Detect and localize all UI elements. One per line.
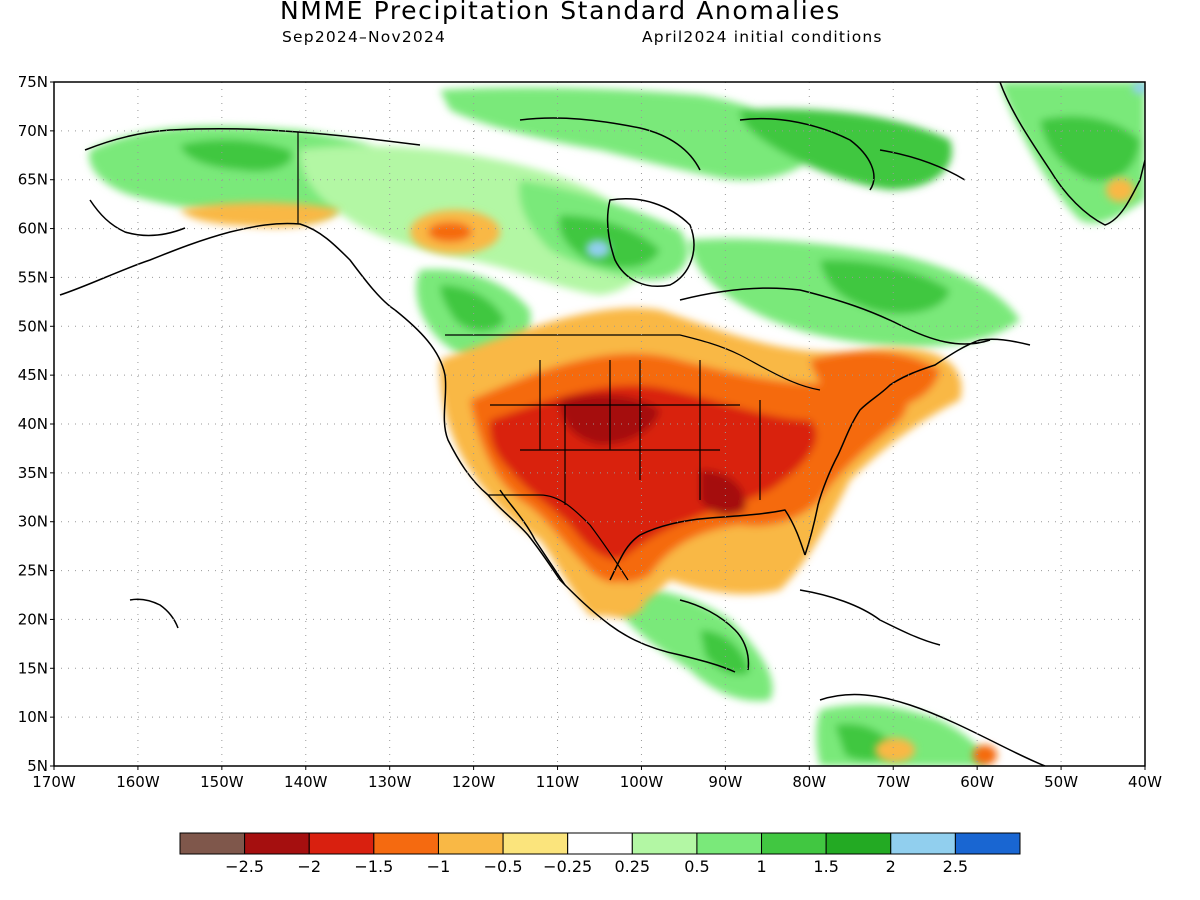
colorbar-label: 0.25 xyxy=(614,857,650,876)
lon-label: 150W xyxy=(200,773,244,791)
lat-label: 60N xyxy=(18,220,48,238)
alaska-dry-band xyxy=(180,202,340,228)
lat-label: 25N xyxy=(18,562,48,580)
lat-label: 30N xyxy=(18,513,48,531)
alaska-coast xyxy=(59,222,396,311)
colorbar-swatch xyxy=(502,832,569,855)
us-mexico-border xyxy=(488,494,629,581)
colorbar-label: 1 xyxy=(756,857,766,876)
lon-label: 40W xyxy=(1128,773,1162,791)
political-borders xyxy=(297,132,821,581)
lat-label: 50N xyxy=(18,317,48,335)
colorbar-label: 2 xyxy=(886,857,896,876)
lon-label: 140W xyxy=(284,773,328,791)
latitude-labels: 5N 10N 15N 20N 25N 30N 35N 40N 45N 50N 55N 60N 65N 70… xyxy=(18,73,48,775)
colorbar-swatch xyxy=(567,832,633,855)
lon-label: 90W xyxy=(708,773,742,791)
lat-label: 70N xyxy=(18,122,48,140)
lon-label: 70W xyxy=(876,773,910,791)
lat-label: 20N xyxy=(18,610,48,628)
colorbar-label: −0.25 xyxy=(543,857,592,876)
lat-label: 40N xyxy=(18,415,48,433)
colorbar-swatch xyxy=(437,832,504,855)
lat-label: 5N xyxy=(27,757,48,775)
lat-label: 35N xyxy=(18,464,48,482)
colorbar-swatch xyxy=(761,832,827,855)
anomaly-fields xyxy=(59,82,1145,766)
colorbar-label: 0.5 xyxy=(684,857,709,876)
colorbar-swatch xyxy=(373,832,439,855)
colorbar-label: −2 xyxy=(297,857,321,876)
lon-label: 110W xyxy=(536,773,580,791)
south-america-coast xyxy=(819,693,1046,766)
lon-label: 120W xyxy=(452,773,496,791)
colorbar-label: −0.5 xyxy=(484,857,523,876)
lat-label: 10N xyxy=(18,708,48,726)
colorbar-swatch xyxy=(890,832,956,855)
longitude-labels: 170W 160W 150W 140W 130W 120W 110W 100W 90W 80W 70… xyxy=(32,773,1162,791)
lat-label: 55N xyxy=(18,268,48,286)
colorbar-label: 2.5 xyxy=(943,857,968,876)
lon-label: 160W xyxy=(116,773,160,791)
map-title: NMME Precipitation Standard Anomalies xyxy=(280,0,841,25)
us-canada-border xyxy=(445,334,821,391)
colorbar-label: −1.5 xyxy=(354,857,393,876)
lat-label: 75N xyxy=(18,73,48,91)
colorbar-labels: −2.5 −2 −1.5 −1 −0.5 −0.25 0.25 0.5 1 1.5 2 2.5 xyxy=(225,857,968,876)
east-coast xyxy=(804,338,1031,556)
axis-ticks xyxy=(50,81,1146,770)
west-coast xyxy=(394,309,736,673)
lon-label: 60W xyxy=(960,773,994,791)
hudson-bay-wet-spot xyxy=(586,240,610,258)
yucatan-coast xyxy=(679,599,750,671)
colorbar-swatch xyxy=(696,832,763,855)
lat-label: 45N xyxy=(18,366,48,384)
lat-label: 65N xyxy=(18,171,48,189)
colorbar xyxy=(179,832,1021,855)
colorbar-label: −1 xyxy=(427,857,451,876)
lon-label: 50W xyxy=(1044,773,1078,791)
colorbar-swatch xyxy=(631,832,698,855)
colorbar-label: −2.5 xyxy=(225,857,264,876)
lon-label: 170W xyxy=(32,773,76,791)
forecast-period: Sep2024–Nov2024 xyxy=(282,28,447,46)
northeast-dry-area xyxy=(810,351,940,410)
lat-label: 15N xyxy=(18,659,48,677)
colorbar-swatch xyxy=(308,832,375,855)
colorbar-swatch xyxy=(825,832,892,855)
greenland-coast xyxy=(999,82,1145,226)
colorbar-swatch xyxy=(244,832,310,855)
colorbar-swatch xyxy=(954,832,1021,855)
hudson-bay xyxy=(606,198,695,287)
lon-label: 100W xyxy=(620,773,664,791)
gulf-coast xyxy=(609,509,806,581)
lon-label: 130W xyxy=(368,773,412,791)
initial-conditions: April2024 initial conditions xyxy=(642,28,883,46)
coastlines xyxy=(59,82,1145,766)
colorbar-swatch xyxy=(179,832,246,855)
colorbar-label: 1.5 xyxy=(813,857,838,876)
lon-label: 80W xyxy=(792,773,826,791)
